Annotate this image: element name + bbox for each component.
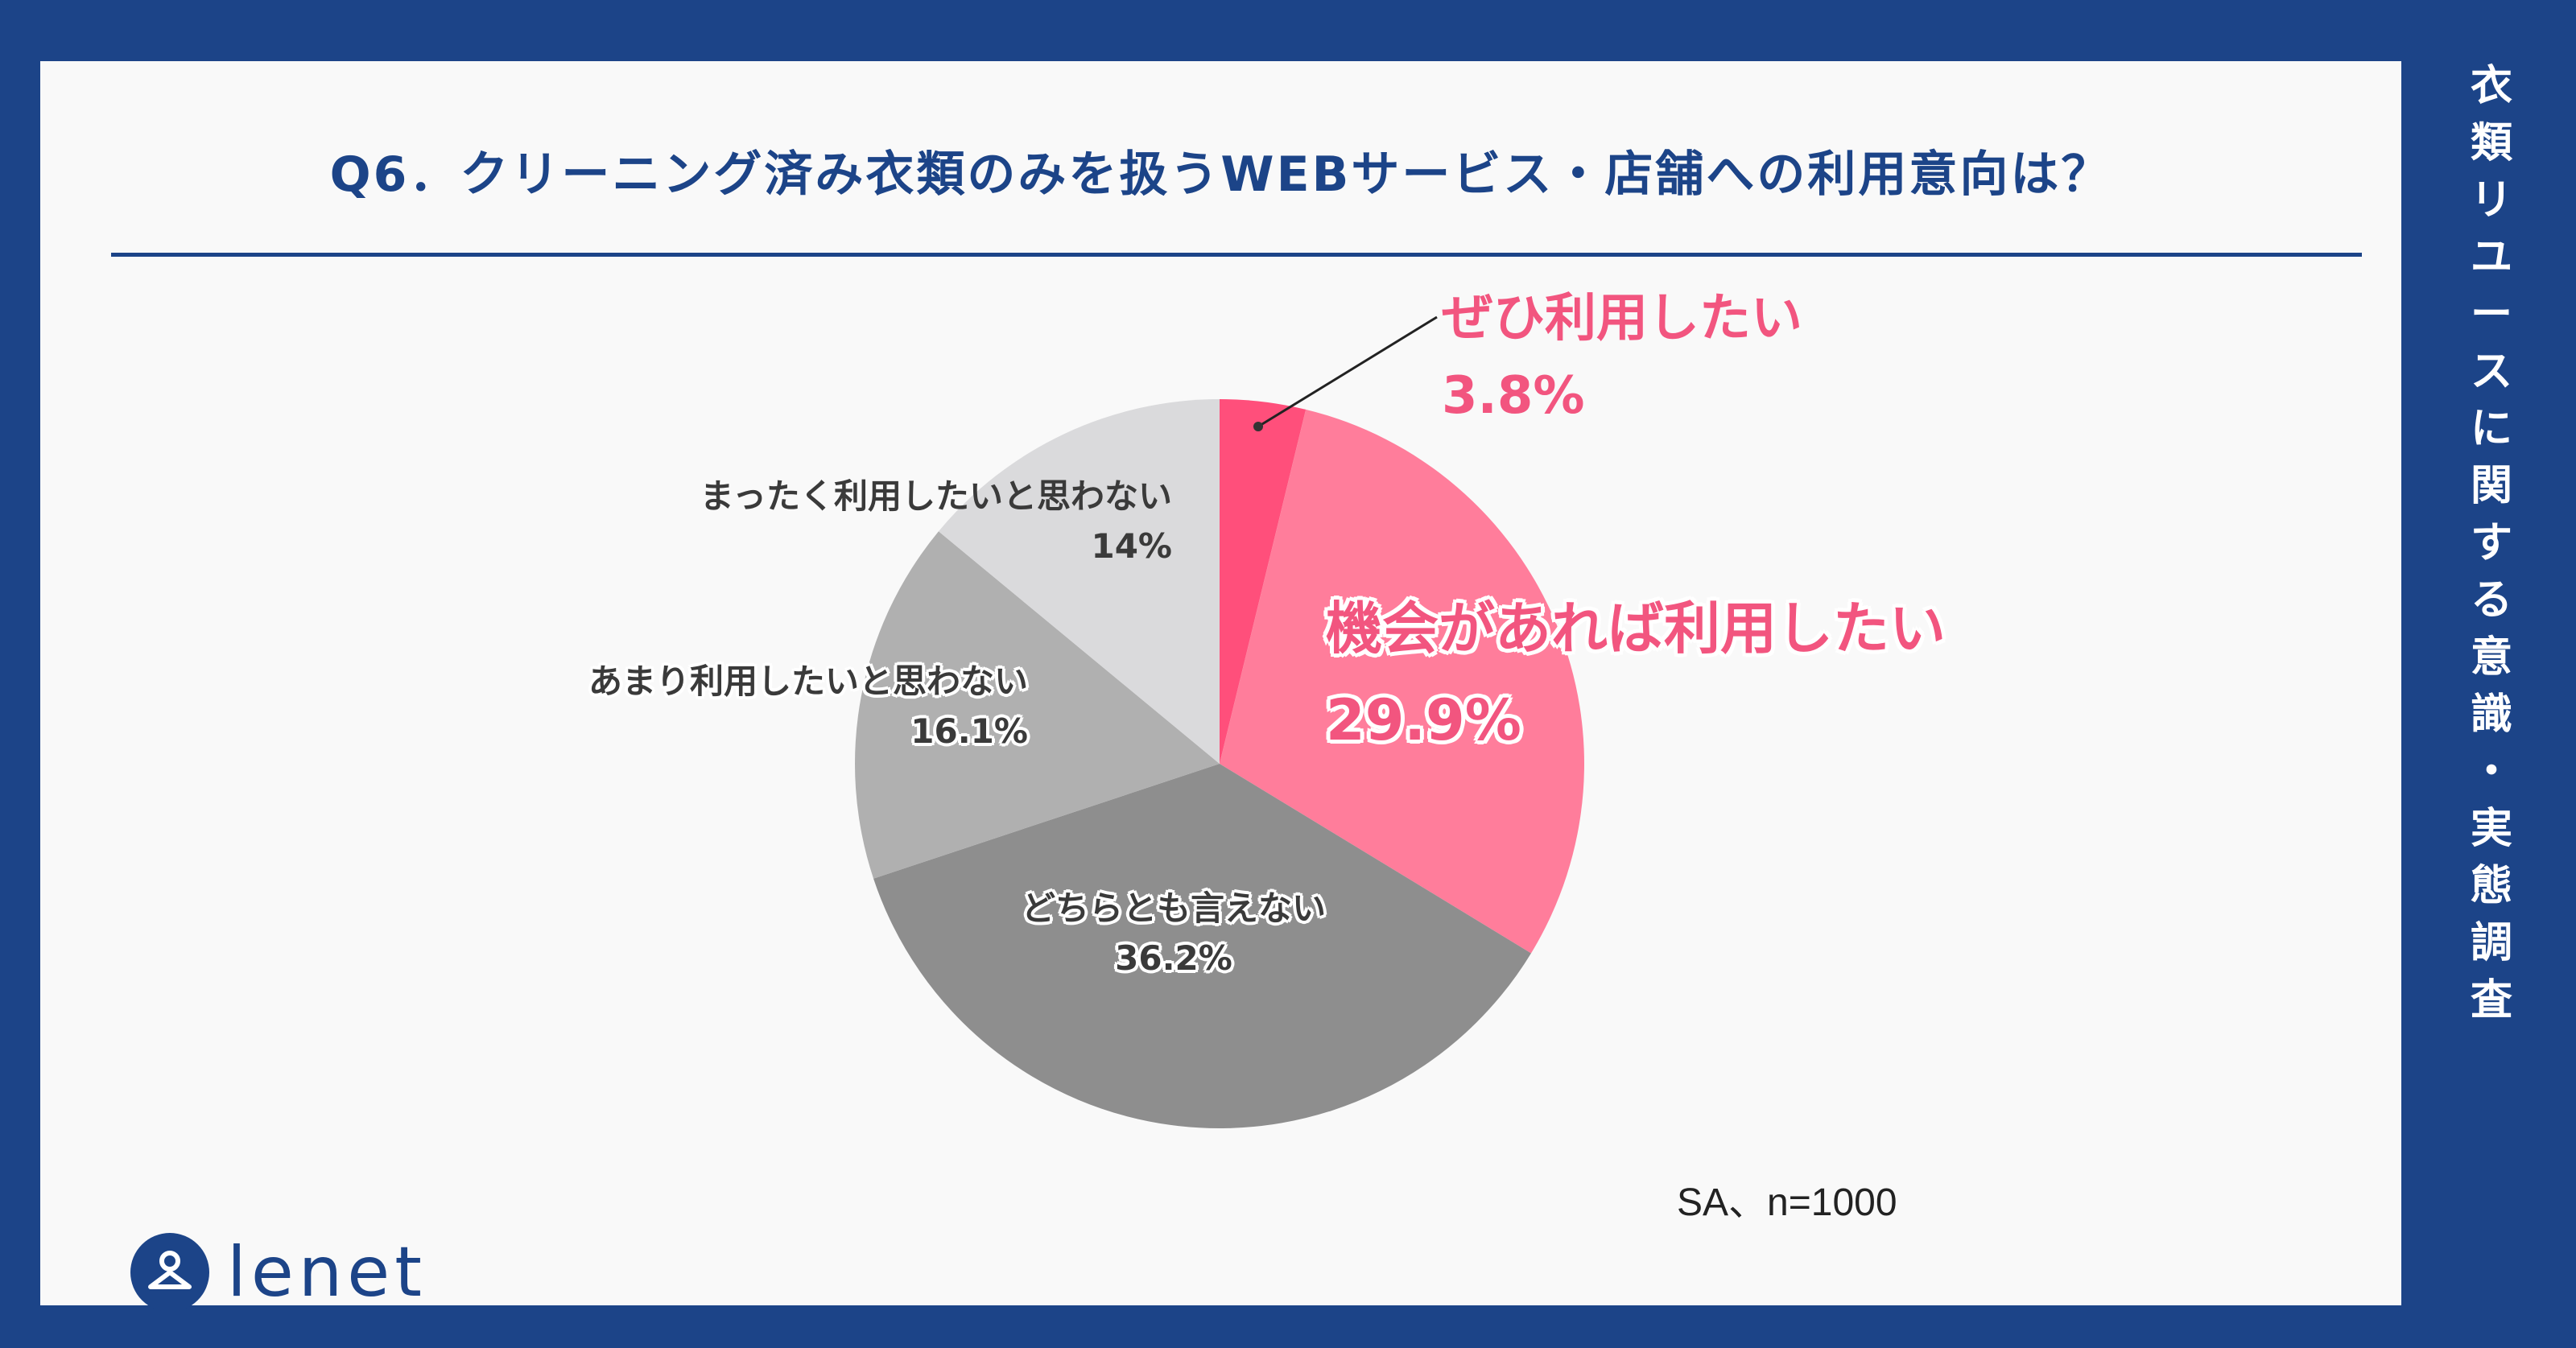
slice-label-4: まったく利用したいと思わない 14%: [700, 472, 1172, 571]
leader-line: [1257, 315, 1438, 428]
side-title-char: ユ: [2470, 233, 2512, 282]
side-title-char: ス: [2470, 348, 2512, 396]
slice-label-3: あまり利用したいと思わない 16.1%: [588, 657, 1028, 756]
hanger-person-icon: [130, 1233, 209, 1312]
side-title-char: 実: [2470, 805, 2512, 853]
slice-value-1: 29.9%: [1326, 687, 1521, 753]
slice-value-3: 16.1%: [910, 711, 1028, 751]
side-title-char: 関: [2470, 462, 2512, 510]
slice-value-4: 14%: [1091, 526, 1172, 566]
slice-value-2: 36.2%: [1115, 938, 1232, 978]
side-title-char: ・: [2470, 748, 2512, 796]
side-title-char: る: [2470, 576, 2512, 625]
side-title-char: 類: [2470, 119, 2512, 167]
slice-label-0: ぜひ利用したい 3.8%: [1442, 280, 1802, 435]
slice-name-2: どちらとも言えない: [1021, 888, 1326, 928]
leader-dot: [1253, 422, 1263, 431]
pie-slice-3: [855, 531, 1220, 879]
pie-slice-2: [873, 764, 1531, 1129]
side-title-char: 態: [2470, 862, 2512, 910]
slice-name-3: あまり利用したいと思わない: [588, 662, 1028, 701]
side-title-char: 調: [2470, 919, 2512, 967]
brand-logo: lenet: [130, 1232, 427, 1313]
side-title-char: 衣: [2470, 62, 2512, 110]
slice-name-4: まったく利用したいと思わない: [700, 476, 1172, 516]
brand-name: lenet: [227, 1232, 427, 1313]
side-title-char: 識: [2470, 690, 2512, 739]
slice-name-1: 機会があれば利用したい: [1326, 596, 1946, 662]
side-title-char: に: [2470, 405, 2512, 453]
side-title-char: ー: [2470, 291, 2512, 339]
side-title-char: 意: [2470, 633, 2512, 682]
pie-chart: [855, 315, 1585, 1129]
side-title-char: す: [2470, 519, 2512, 567]
slice-name-0: ぜひ利用したい: [1442, 289, 1802, 348]
chart-title: Q6．クリーニング済み衣類のみを扱うWEBサービス・店舗への利用意向は？: [329, 146, 2112, 203]
pie-slice-1: [1220, 409, 1585, 954]
slice-label-1: 機会があれば利用したい 29.9%: [1326, 583, 1946, 766]
slice-value-0: 3.8%: [1442, 366, 1585, 426]
title-divider: [111, 253, 2362, 257]
pie-slice-0: [1220, 399, 1307, 764]
side-title-char: 査: [2470, 976, 2512, 1024]
chart-card: Q6．クリーニング済み衣類のみを扱うWEBサービス・店舗への利用意向は？ ぜひ利…: [40, 61, 2401, 1313]
side-title-char: リ: [2470, 176, 2512, 225]
pie-slices: [855, 399, 1585, 1129]
sample-note: SA、n=1000: [1677, 1181, 1897, 1224]
pie-slice-4: [938, 399, 1220, 764]
side-vertical-title: 衣類リユースに関する意識・実態調査: [2443, 58, 2540, 1029]
slice-label-2: どちらとも言えない 36.2%: [948, 884, 1399, 983]
